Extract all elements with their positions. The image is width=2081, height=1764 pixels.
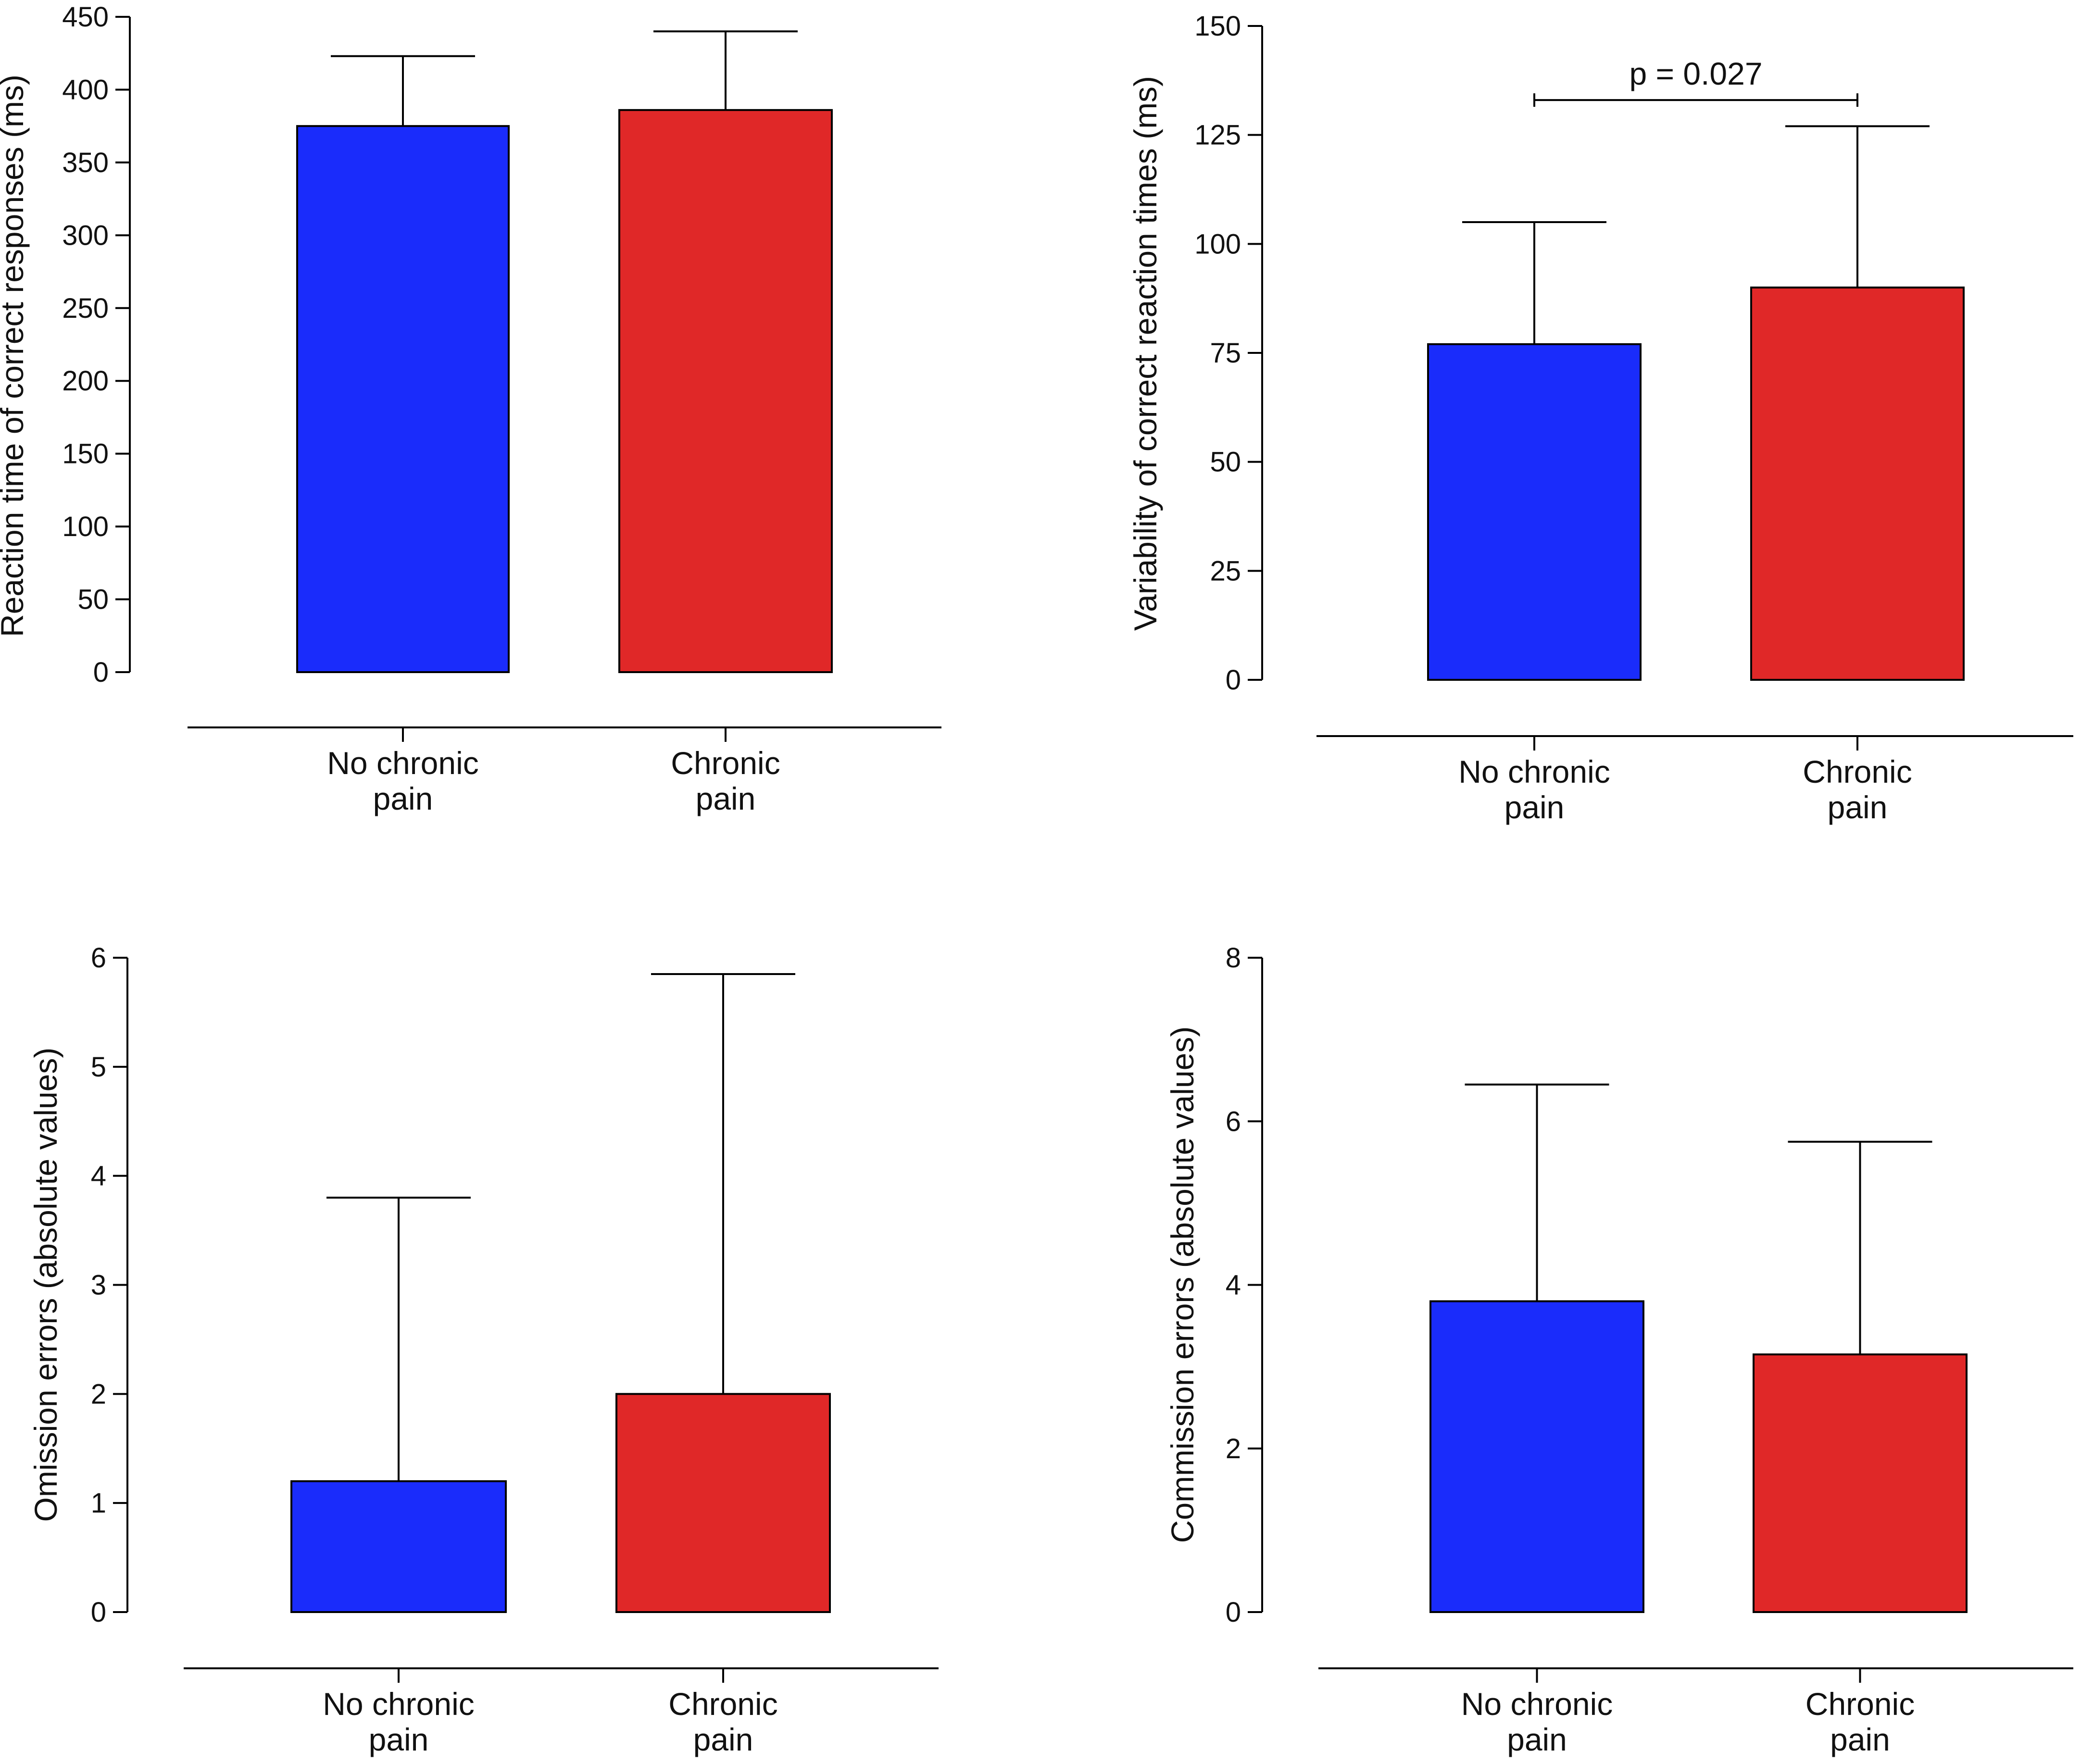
y-tick-label: 2 bbox=[91, 1378, 106, 1410]
bar-no-chronic-pain bbox=[296, 125, 510, 674]
x-category-label: pain bbox=[1507, 1722, 1567, 1757]
y-tick-label: 50 bbox=[77, 584, 109, 615]
x-category-label: Chronic bbox=[671, 745, 780, 781]
x-category-label: Chronic bbox=[1803, 754, 1912, 789]
y-tick-label: 300 bbox=[62, 220, 109, 251]
x-category-label: pain bbox=[696, 781, 756, 816]
y-tick-label: 450 bbox=[62, 1, 109, 33]
y-tick-label: 3 bbox=[91, 1270, 106, 1301]
y-tick-label: 0 bbox=[91, 1597, 106, 1628]
y-axis-title: Commission errors (absolute values) bbox=[1165, 1026, 1200, 1543]
x-category-label: No chronic bbox=[1461, 1686, 1613, 1722]
y-tick-label: 50 bbox=[1210, 447, 1241, 478]
x-category-label: Chronic bbox=[668, 1686, 777, 1722]
y-axis-title: Variability of correct reaction times (m… bbox=[1128, 76, 1163, 631]
bar-chronic-pain bbox=[1750, 287, 1965, 681]
chart-panel-2: 0 25 50 75 100 125 150 Variability of correct r… bbox=[1128, 11, 2073, 825]
x-category-label: pain bbox=[1830, 1722, 1890, 1757]
y-tick-label: 200 bbox=[62, 365, 109, 397]
chart-panel-1: 0 50 100 150 200 250 300 350 400 450 Reaction time… bbox=[0, 1, 941, 816]
chart-panel-3: 0 1 2 3 4 5 6 Omission errors (absolute values)… bbox=[28, 942, 939, 1757]
y-tick-label: 125 bbox=[1194, 120, 1241, 151]
x-category-label: pain bbox=[1504, 789, 1565, 825]
bar-chronic-pain bbox=[615, 1393, 831, 1613]
y-tick-label: 250 bbox=[62, 293, 109, 324]
y-tick-label: 1 bbox=[91, 1488, 106, 1519]
bar-no-chronic-pain bbox=[290, 1480, 507, 1614]
y-tick-label: 75 bbox=[1210, 338, 1241, 369]
y-tick-label: 350 bbox=[62, 147, 109, 178]
y-tick-label: 400 bbox=[62, 74, 109, 105]
x-category-label: No chronic bbox=[327, 745, 478, 781]
y-tick-label: 25 bbox=[1210, 555, 1241, 587]
y-tick-label: 150 bbox=[1194, 11, 1241, 42]
y-tick-label: 5 bbox=[91, 1051, 106, 1083]
x-category-label: pain bbox=[693, 1722, 753, 1757]
y-tick-label: 2 bbox=[1226, 1433, 1241, 1464]
bar-chronic-pain bbox=[618, 109, 833, 674]
y-tick-label: 150 bbox=[62, 438, 109, 470]
y-tick-label: 0 bbox=[1226, 664, 1241, 696]
y-tick-label: 8 bbox=[1226, 942, 1241, 974]
x-category-label: No chronic bbox=[323, 1686, 474, 1722]
x-category-label: Chronic bbox=[1805, 1686, 1915, 1722]
y-axis-title: Omission errors (absolute values) bbox=[28, 1048, 63, 1522]
y-tick-label: 4 bbox=[1226, 1270, 1241, 1301]
y-tick-label: 4 bbox=[91, 1161, 106, 1192]
x-category-label: No chronic bbox=[1458, 754, 1610, 789]
p-value-label: p = 0.027 bbox=[1629, 56, 1762, 91]
bar-no-chronic-pain bbox=[1427, 343, 1642, 681]
y-tick-label: 0 bbox=[93, 657, 109, 688]
y-tick-label: 100 bbox=[62, 511, 109, 542]
y-axis-title: Reaction time of correct responses (ms) bbox=[0, 75, 30, 637]
bar-chronic-pain bbox=[1753, 1353, 1968, 1613]
y-tick-label: 0 bbox=[1226, 1597, 1241, 1628]
x-category-label: pain bbox=[373, 781, 433, 816]
significance-bracket: p = 0.027 bbox=[1533, 56, 1858, 107]
x-category-label: pain bbox=[1828, 789, 1888, 825]
y-tick-label: 6 bbox=[91, 942, 106, 974]
bar-no-chronic-pain bbox=[1429, 1300, 1644, 1613]
chart-panel-4: 0 2 4 6 8 Commission errors (absolute values)… bbox=[1165, 942, 2073, 1757]
y-tick-label: 100 bbox=[1194, 228, 1241, 260]
y-tick-label: 6 bbox=[1226, 1106, 1241, 1137]
x-category-label: pain bbox=[369, 1722, 429, 1757]
